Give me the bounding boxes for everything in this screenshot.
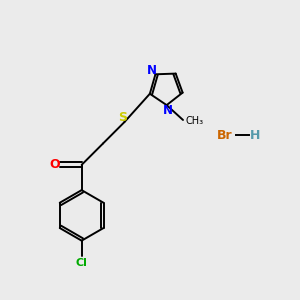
Text: H: H bbox=[250, 129, 261, 142]
Text: Br: Br bbox=[217, 129, 232, 142]
Text: N: N bbox=[163, 104, 173, 117]
Text: Cl: Cl bbox=[76, 258, 88, 268]
Text: CH₃: CH₃ bbox=[185, 116, 203, 127]
Text: S: S bbox=[118, 111, 127, 124]
Text: N: N bbox=[147, 64, 157, 77]
Text: O: O bbox=[49, 158, 60, 171]
